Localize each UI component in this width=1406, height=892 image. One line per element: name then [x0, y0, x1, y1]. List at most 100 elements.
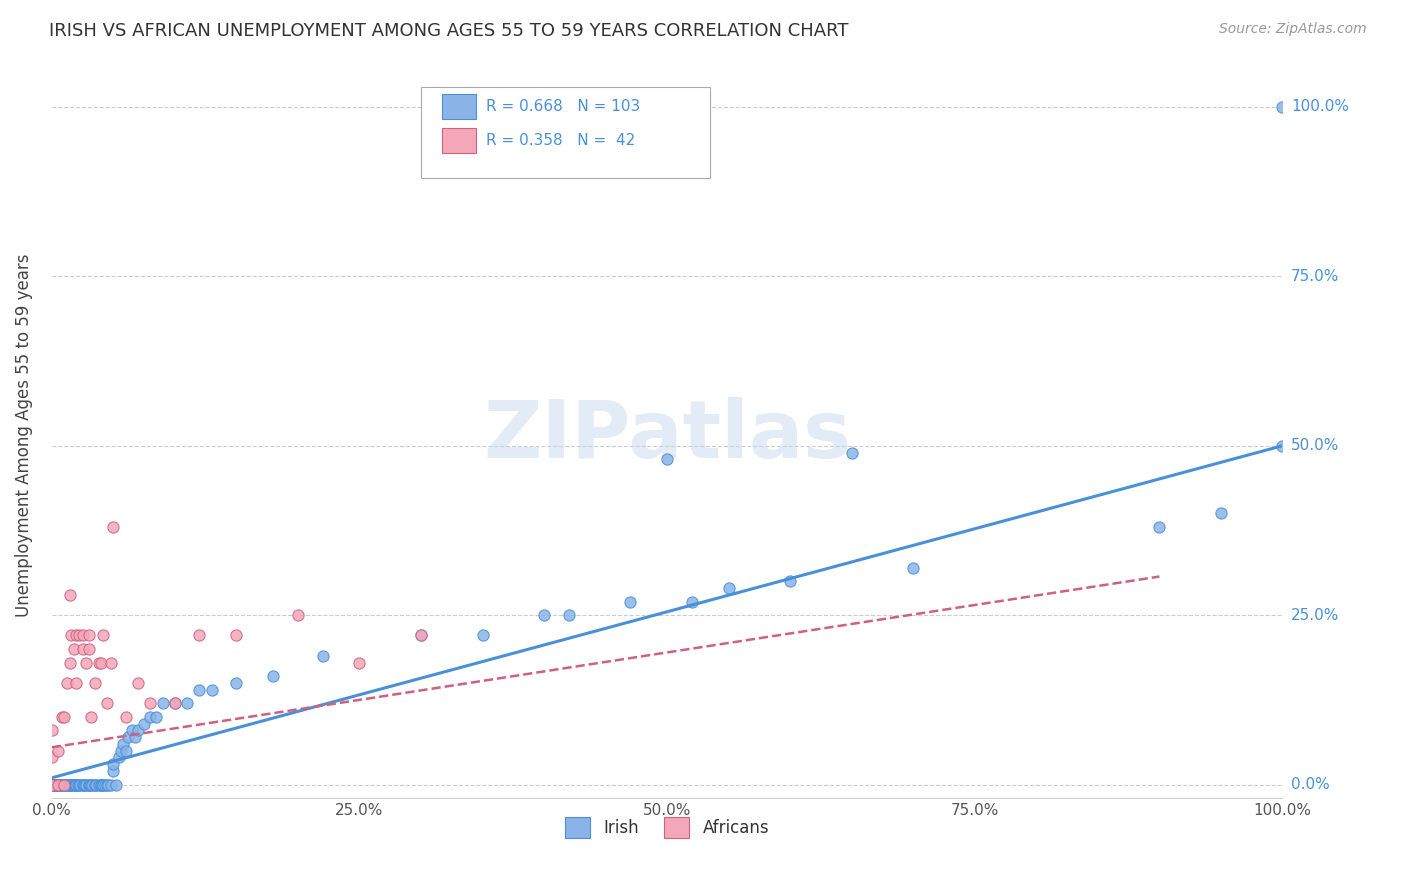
- Point: [97, 778, 120, 792]
- Point: [471, 628, 494, 642]
- Point: [53, 778, 76, 792]
- Point: [65, 778, 87, 792]
- Text: 25.0%: 25.0%: [1291, 607, 1339, 623]
- Point: [41, 778, 63, 792]
- Point: [311, 648, 333, 663]
- Point: [82, 778, 104, 792]
- Point: [44, 778, 66, 792]
- Point: [59, 656, 82, 670]
- Point: [77, 642, 100, 657]
- Point: [124, 730, 146, 744]
- Point: [60, 778, 83, 792]
- Point: [127, 676, 149, 690]
- Point: [93, 778, 115, 792]
- Text: IRISH VS AFRICAN UNEMPLOYMENT AMONG AGES 55 TO 59 YEARS CORRELATION CHART: IRISH VS AFRICAN UNEMPLOYMENT AMONG AGES…: [49, 22, 849, 40]
- Point: [103, 757, 125, 772]
- Point: [96, 778, 118, 792]
- Point: [63, 778, 86, 792]
- Point: [59, 778, 82, 792]
- Point: [100, 778, 122, 792]
- Point: [63, 642, 86, 657]
- Point: [127, 723, 149, 738]
- FancyBboxPatch shape: [441, 128, 477, 153]
- Point: [73, 778, 96, 792]
- Point: [93, 628, 115, 642]
- Point: [67, 778, 90, 792]
- Point: [41, 778, 63, 792]
- Point: [84, 778, 107, 792]
- Point: [114, 744, 136, 758]
- Point: [80, 778, 103, 792]
- Point: [103, 520, 125, 534]
- Point: [44, 778, 66, 792]
- Point: [51, 778, 73, 792]
- Point: [90, 778, 112, 792]
- Point: [41, 778, 63, 792]
- Point: [152, 696, 174, 710]
- Point: [41, 778, 63, 792]
- FancyBboxPatch shape: [420, 87, 710, 178]
- Point: [63, 778, 86, 792]
- Point: [53, 710, 76, 724]
- Point: [73, 778, 96, 792]
- Text: R = 0.358   N =  42: R = 0.358 N = 42: [486, 133, 636, 148]
- FancyBboxPatch shape: [441, 94, 477, 119]
- Point: [41, 778, 63, 792]
- Point: [87, 656, 110, 670]
- Point: [66, 778, 89, 792]
- Point: [41, 778, 63, 792]
- Point: [52, 778, 75, 792]
- Point: [46, 778, 69, 792]
- Point: [77, 628, 100, 642]
- Point: [176, 696, 198, 710]
- Point: [72, 642, 94, 657]
- Point: [121, 723, 143, 738]
- Point: [90, 656, 112, 670]
- Point: [41, 778, 63, 792]
- Point: [55, 676, 77, 690]
- Point: [83, 676, 105, 690]
- Point: [83, 778, 105, 792]
- Point: [96, 696, 118, 710]
- Point: [83, 778, 105, 792]
- Point: [90, 778, 112, 792]
- Point: [46, 778, 69, 792]
- Point: [53, 778, 76, 792]
- Point: [114, 710, 136, 724]
- Point: [225, 676, 247, 690]
- Point: [409, 628, 432, 642]
- Point: [409, 628, 432, 642]
- Point: [1271, 100, 1294, 114]
- Point: [41, 778, 63, 792]
- Point: [79, 778, 101, 792]
- Point: [49, 778, 72, 792]
- Point: [51, 778, 73, 792]
- Point: [145, 710, 167, 724]
- Point: [717, 581, 740, 595]
- Text: ZIPatlas: ZIPatlas: [484, 397, 851, 475]
- Point: [100, 656, 122, 670]
- Point: [262, 669, 284, 683]
- Point: [41, 723, 63, 738]
- Point: [72, 628, 94, 642]
- Point: [112, 737, 135, 751]
- Point: [41, 750, 63, 764]
- Text: R = 0.668   N = 103: R = 0.668 N = 103: [486, 99, 641, 114]
- Point: [69, 778, 91, 792]
- Point: [91, 778, 114, 792]
- Point: [62, 778, 84, 792]
- Point: [59, 778, 82, 792]
- Point: [557, 608, 579, 623]
- Point: [619, 594, 641, 608]
- Text: 100.0%: 100.0%: [1291, 99, 1348, 114]
- Point: [53, 778, 76, 792]
- Point: [681, 594, 703, 608]
- Point: [72, 778, 94, 792]
- Point: [1209, 507, 1232, 521]
- Point: [67, 628, 90, 642]
- Y-axis label: Unemployment Among Ages 55 to 59 years: Unemployment Among Ages 55 to 59 years: [15, 254, 32, 617]
- Point: [188, 682, 211, 697]
- Point: [46, 744, 69, 758]
- Point: [108, 750, 131, 764]
- Point: [41, 778, 63, 792]
